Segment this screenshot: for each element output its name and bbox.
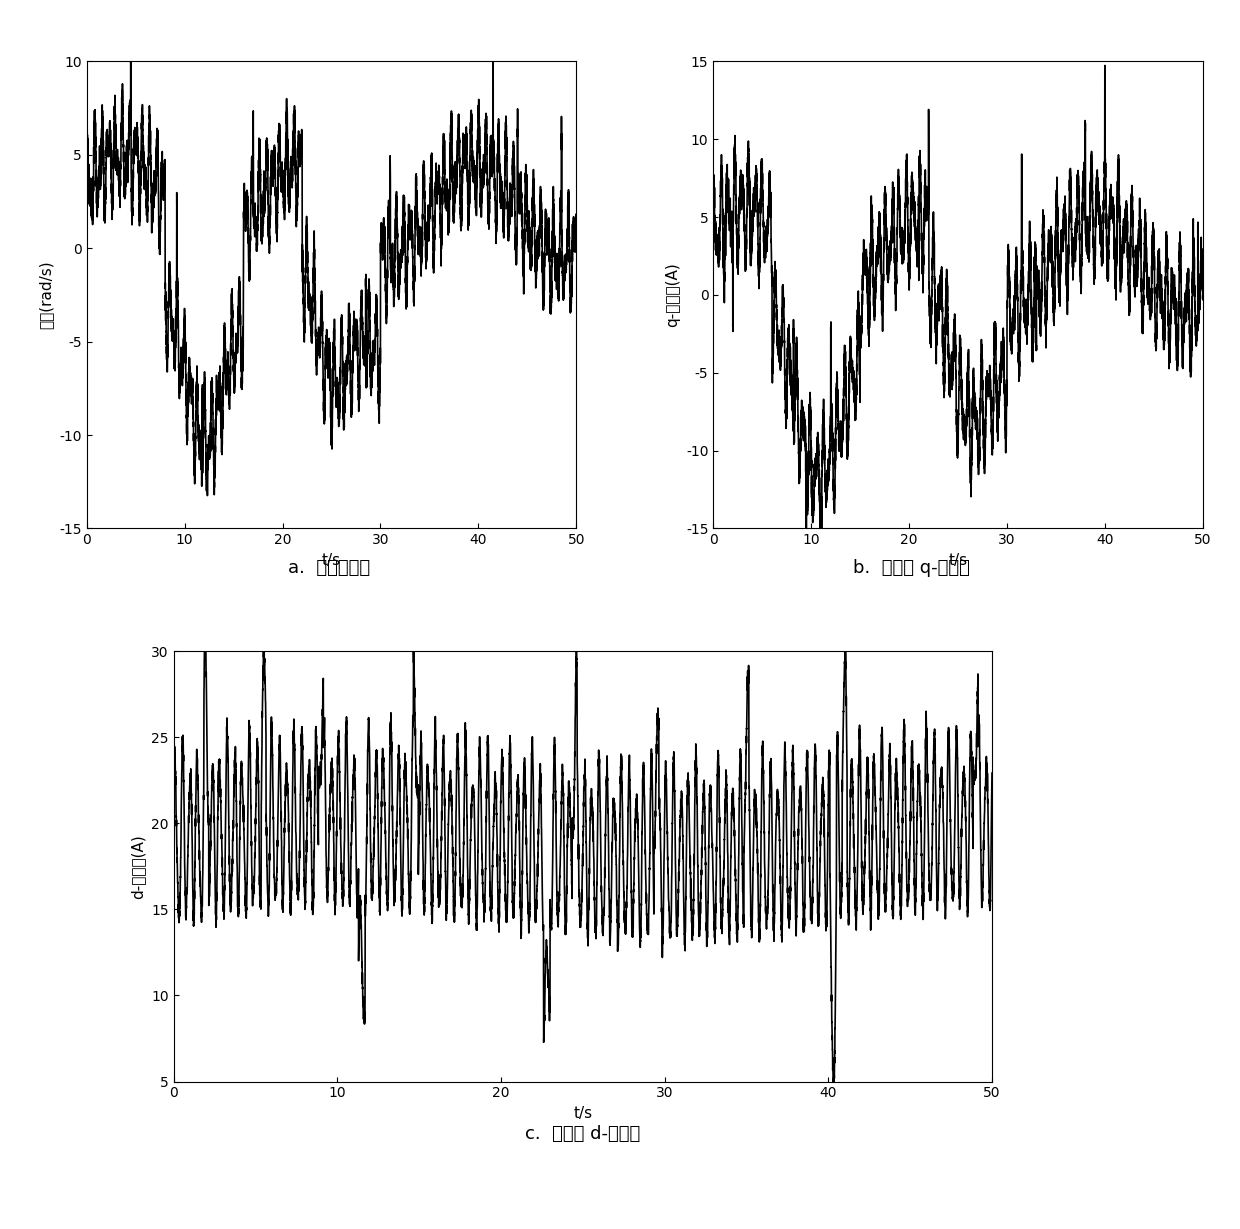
X-axis label: t/s: t/s [573, 1106, 593, 1121]
Y-axis label: q-轴电流(A): q-轴电流(A) [666, 263, 681, 327]
X-axis label: t/s: t/s [322, 553, 341, 568]
Y-axis label: d-轴电流(A): d-轴电流(A) [130, 834, 145, 898]
Text: b.  标准化 q-轴电流: b. 标准化 q-轴电流 [853, 559, 970, 578]
X-axis label: t/s: t/s [949, 553, 967, 568]
Text: a.  标准化转速: a. 标准化转速 [288, 559, 370, 578]
Y-axis label: 转速(rad/s): 转速(rad/s) [38, 261, 53, 329]
Text: c.  标准化 d-轴电流: c. 标准化 d-轴电流 [526, 1125, 640, 1143]
